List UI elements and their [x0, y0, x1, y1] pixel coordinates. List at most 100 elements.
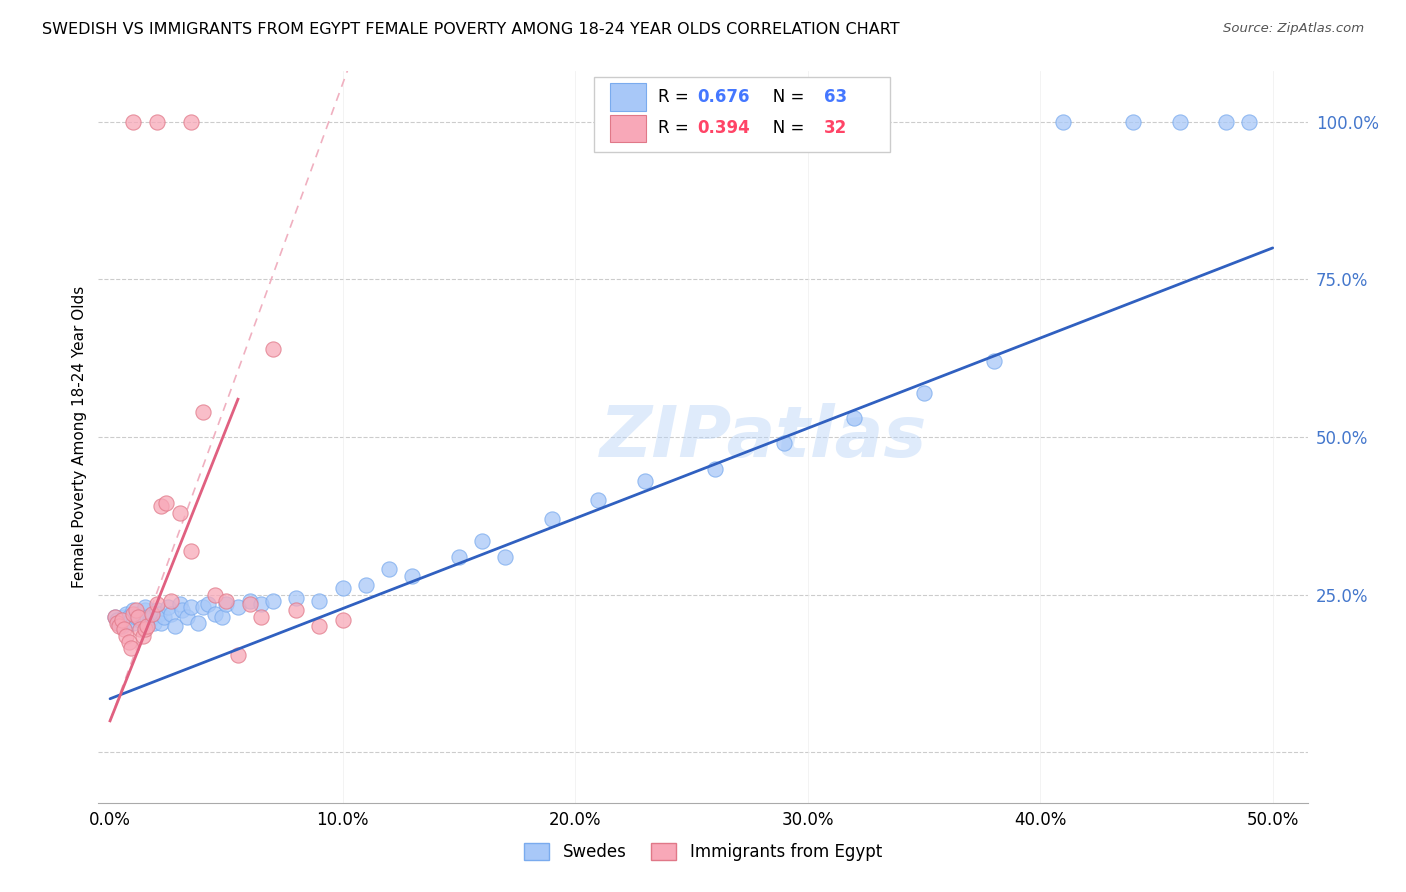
Point — [122, 115, 145, 129]
Text: 0.394: 0.394 — [697, 120, 749, 137]
Point — [122, 603, 145, 617]
Text: 0.676: 0.676 — [697, 87, 749, 106]
Point — [471, 534, 494, 549]
Point — [285, 591, 308, 605]
Point — [145, 597, 167, 611]
Point — [180, 600, 202, 615]
Point — [211, 609, 233, 624]
Point — [111, 613, 134, 627]
Text: R =: R = — [658, 120, 695, 137]
Point — [143, 616, 166, 631]
Point — [447, 549, 470, 564]
Point — [134, 623, 156, 637]
Point — [250, 609, 273, 624]
Text: 63: 63 — [824, 87, 846, 106]
Text: ZIPatlas: ZIPatlas — [600, 402, 927, 472]
Point — [285, 603, 308, 617]
Point — [494, 549, 516, 564]
Point — [157, 600, 180, 615]
Point — [262, 342, 284, 356]
Point — [115, 607, 138, 621]
Point — [122, 616, 145, 631]
Point — [165, 619, 187, 633]
Point — [124, 603, 146, 617]
Point — [105, 616, 128, 631]
Point — [239, 597, 262, 611]
Point — [308, 619, 330, 633]
Point — [118, 609, 141, 624]
Point — [308, 594, 330, 608]
Point — [1215, 115, 1237, 129]
Point — [204, 588, 226, 602]
Legend: Swedes, Immigrants from Egypt: Swedes, Immigrants from Egypt — [517, 836, 889, 868]
Text: R =: R = — [658, 87, 695, 106]
Point — [250, 597, 273, 611]
Point — [354, 578, 377, 592]
Point — [120, 613, 142, 627]
Point — [773, 436, 796, 450]
Point — [159, 607, 181, 621]
Point — [215, 597, 238, 611]
Point — [155, 496, 177, 510]
FancyBboxPatch shape — [610, 114, 647, 143]
Point — [634, 474, 657, 488]
Point — [108, 616, 131, 631]
Point — [226, 648, 249, 662]
Point — [332, 613, 354, 627]
Point — [136, 609, 159, 624]
Point — [983, 354, 1005, 368]
Point — [127, 609, 149, 624]
Point — [112, 609, 135, 624]
Point — [145, 115, 167, 129]
Point — [588, 493, 610, 508]
Point — [112, 623, 135, 637]
Point — [124, 609, 146, 624]
Point — [150, 500, 173, 514]
Point — [122, 607, 145, 621]
Point — [169, 506, 191, 520]
Point — [1052, 115, 1074, 129]
Point — [169, 597, 191, 611]
Point — [141, 609, 163, 624]
Point — [134, 603, 156, 617]
Point — [1239, 115, 1261, 129]
Text: N =: N = — [758, 87, 810, 106]
Point — [138, 613, 160, 627]
Point — [197, 597, 219, 611]
Point — [540, 512, 562, 526]
Point — [141, 607, 163, 621]
Text: Source: ZipAtlas.com: Source: ZipAtlas.com — [1223, 22, 1364, 36]
Point — [401, 569, 423, 583]
Y-axis label: Female Poverty Among 18-24 Year Olds: Female Poverty Among 18-24 Year Olds — [72, 286, 87, 588]
Point — [136, 619, 159, 633]
Point — [134, 600, 156, 615]
Point — [148, 607, 170, 621]
Point — [262, 594, 284, 608]
Point — [844, 411, 866, 425]
Point — [129, 623, 152, 637]
Point — [1168, 115, 1191, 129]
Point — [204, 607, 226, 621]
Point — [176, 609, 198, 624]
Point — [108, 619, 131, 633]
Point — [131, 629, 153, 643]
Point — [215, 594, 238, 608]
Text: 32: 32 — [824, 120, 848, 137]
Point — [159, 594, 181, 608]
Point — [120, 641, 142, 656]
Point — [104, 609, 127, 624]
FancyBboxPatch shape — [610, 83, 647, 111]
Point — [104, 609, 127, 624]
Point — [105, 613, 128, 627]
Text: SWEDISH VS IMMIGRANTS FROM EGYPT FEMALE POVERTY AMONG 18-24 YEAR OLDS CORRELATIO: SWEDISH VS IMMIGRANTS FROM EGYPT FEMALE … — [42, 22, 900, 37]
Point — [912, 386, 935, 401]
Text: N =: N = — [758, 120, 810, 137]
Point — [152, 609, 174, 624]
Point — [226, 600, 249, 615]
Point — [115, 629, 138, 643]
Point — [127, 607, 149, 621]
FancyBboxPatch shape — [595, 78, 890, 152]
Point — [172, 603, 194, 617]
Point — [332, 582, 354, 596]
Point — [180, 543, 202, 558]
